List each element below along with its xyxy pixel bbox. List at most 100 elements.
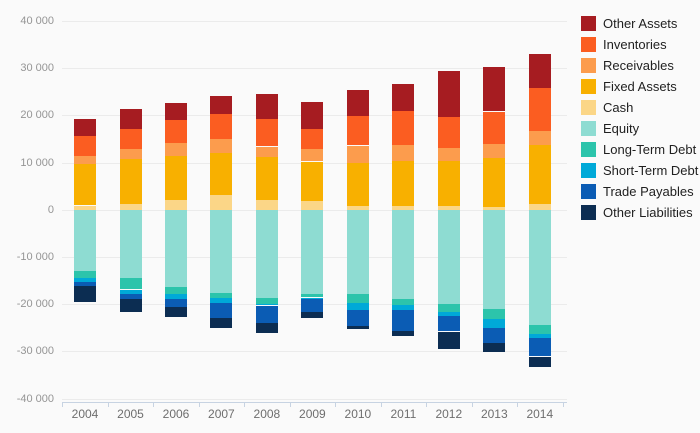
bar-segment-other-assets-2008[interactable] [255, 94, 278, 120]
bar-segment-other-liabilities-2010[interactable] [346, 325, 369, 330]
bar-segment-trade-payables-2008[interactable] [255, 305, 278, 323]
bar-segment-other-liabilities-2008[interactable] [255, 323, 278, 333]
bar-segment-other-assets-2004[interactable] [74, 118, 96, 136]
bar-segment-inventories-2004[interactable] [74, 135, 96, 157]
bar-segment-other-liabilities-2009[interactable] [301, 311, 324, 319]
bar-segment-long-term-debt-2012[interactable] [437, 303, 460, 312]
bar-segment-long-term-debt-2007[interactable] [210, 293, 233, 298]
bar-segment-other-liabilities-2012[interactable] [437, 331, 460, 349]
bar-segment-short-term-debt-2006[interactable] [165, 294, 187, 300]
bar-segment-equity-2008[interactable] [255, 209, 278, 298]
bar-segment-fixed-assets-2011[interactable] [392, 161, 415, 207]
bar-segment-equity-2004[interactable] [74, 209, 96, 271]
bar-segment-trade-payables-2011[interactable] [392, 309, 415, 331]
bar-segment-cash-2004[interactable] [74, 205, 96, 210]
bar-segment-inventories-2014[interactable] [528, 88, 551, 132]
bar-segment-cash-2007[interactable] [210, 195, 233, 210]
legend-item-equity[interactable]: Equity [581, 118, 698, 138]
bar-segment-inventories-2005[interactable] [119, 128, 142, 149]
bar-segment-inventories-2009[interactable] [301, 129, 324, 149]
bar-segment-other-assets-2014[interactable] [528, 53, 551, 89]
bar-segment-cash-2010[interactable] [346, 205, 369, 210]
bar-segment-fixed-assets-2004[interactable] [74, 164, 96, 206]
bar-segment-inventories-2006[interactable] [165, 119, 187, 144]
bar-segment-short-term-debt-2005[interactable] [119, 289, 142, 295]
bar-segment-receivables-2013[interactable] [483, 143, 506, 158]
bar-segment-inventories-2012[interactable] [437, 117, 460, 149]
bar-segment-cash-2008[interactable] [255, 200, 278, 210]
bar-segment-other-assets-2010[interactable] [346, 90, 369, 116]
legend-item-receivables[interactable]: Receivables [581, 55, 698, 75]
bar-segment-cash-2011[interactable] [392, 206, 415, 210]
bar-segment-other-liabilities-2004[interactable] [74, 286, 96, 303]
bar-segment-cash-2012[interactable] [437, 205, 460, 210]
bar-segment-long-term-debt-2004[interactable] [74, 270, 96, 279]
legend-item-long-term-debt[interactable]: Long-Term Debt [581, 139, 698, 159]
bar-segment-trade-payables-2014[interactable] [528, 338, 551, 357]
bar-segment-short-term-debt-2009[interactable] [301, 297, 324, 299]
bar-segment-other-liabilities-2007[interactable] [210, 318, 233, 329]
bar-segment-trade-payables-2013[interactable] [483, 327, 506, 344]
bar-segment-fixed-assets-2005[interactable] [119, 159, 142, 204]
bar-segment-cash-2006[interactable] [165, 199, 187, 210]
bar-segment-receivables-2010[interactable] [346, 145, 369, 163]
legend-item-fixed-assets[interactable]: Fixed Assets [581, 76, 698, 96]
bar-segment-inventories-2011[interactable] [392, 110, 415, 146]
bar-segment-other-assets-2013[interactable] [483, 66, 506, 112]
bar-segment-cash-2005[interactable] [119, 203, 142, 210]
bar-segment-receivables-2008[interactable] [255, 146, 278, 158]
legend-item-other-liabilities[interactable]: Other Liabilities [581, 202, 698, 222]
bar-segment-receivables-2009[interactable] [301, 148, 324, 162]
bar-segment-equity-2010[interactable] [346, 209, 369, 295]
bar-segment-trade-payables-2007[interactable] [210, 303, 233, 319]
bar-segment-equity-2009[interactable] [301, 209, 324, 294]
bar-segment-trade-payables-2006[interactable] [165, 299, 187, 308]
bar-segment-short-term-debt-2011[interactable] [392, 305, 415, 310]
bar-segment-trade-payables-2012[interactable] [437, 316, 460, 332]
bar-segment-short-term-debt-2010[interactable] [346, 302, 369, 310]
bar-segment-other-liabilities-2014[interactable] [528, 356, 551, 367]
bar-segment-long-term-debt-2010[interactable] [346, 294, 369, 303]
bar-segment-receivables-2004[interactable] [74, 156, 96, 165]
bar-segment-inventories-2013[interactable] [483, 111, 506, 144]
bar-segment-equity-2007[interactable] [210, 209, 233, 294]
bar-segment-inventories-2010[interactable] [346, 115, 369, 146]
bar-segment-equity-2006[interactable] [165, 209, 187, 288]
bar-segment-short-term-debt-2004[interactable] [74, 278, 96, 283]
bar-segment-fixed-assets-2009[interactable] [301, 161, 324, 202]
legend-item-trade-payables[interactable]: Trade Payables [581, 181, 698, 201]
bar-segment-fixed-assets-2012[interactable] [437, 161, 460, 206]
bar-segment-fixed-assets-2006[interactable] [165, 156, 187, 200]
bar-segment-trade-payables-2004[interactable] [74, 282, 96, 287]
bar-segment-equity-2012[interactable] [437, 209, 460, 304]
bar-segment-equity-2011[interactable] [392, 209, 415, 299]
bar-segment-receivables-2011[interactable] [392, 145, 415, 161]
bar-segment-trade-payables-2010[interactable] [346, 309, 369, 326]
bar-segment-other-assets-2011[interactable] [392, 83, 415, 111]
bar-segment-short-term-debt-2012[interactable] [437, 311, 460, 317]
bar-segment-cash-2014[interactable] [528, 204, 551, 210]
bar-segment-inventories-2007[interactable] [210, 113, 233, 139]
bar-segment-fixed-assets-2008[interactable] [255, 157, 278, 201]
bar-segment-receivables-2005[interactable] [119, 148, 142, 160]
bar-segment-short-term-debt-2014[interactable] [528, 333, 551, 338]
legend-item-other-assets[interactable]: Other Assets [581, 13, 698, 33]
bar-segment-long-term-debt-2014[interactable] [528, 324, 551, 334]
bar-segment-other-assets-2012[interactable] [437, 71, 460, 118]
bar-segment-long-term-debt-2011[interactable] [392, 298, 415, 305]
bar-segment-equity-2005[interactable] [119, 209, 142, 279]
bar-segment-long-term-debt-2009[interactable] [301, 293, 324, 298]
bar-segment-other-liabilities-2013[interactable] [483, 343, 506, 352]
bar-segment-other-assets-2005[interactable] [119, 109, 142, 129]
bar-segment-other-assets-2007[interactable] [210, 95, 233, 114]
bar-segment-long-term-debt-2013[interactable] [483, 308, 506, 320]
bar-segment-short-term-debt-2007[interactable] [210, 298, 233, 304]
bar-segment-trade-payables-2005[interactable] [119, 294, 142, 300]
bar-segment-other-liabilities-2005[interactable] [119, 299, 142, 313]
bar-segment-fixed-assets-2014[interactable] [528, 145, 551, 204]
bar-segment-long-term-debt-2005[interactable] [119, 278, 142, 290]
bar-segment-receivables-2012[interactable] [437, 148, 460, 161]
bar-segment-short-term-debt-2013[interactable] [483, 319, 506, 328]
bar-segment-cash-2009[interactable] [301, 201, 324, 210]
bar-segment-equity-2013[interactable] [483, 209, 506, 309]
